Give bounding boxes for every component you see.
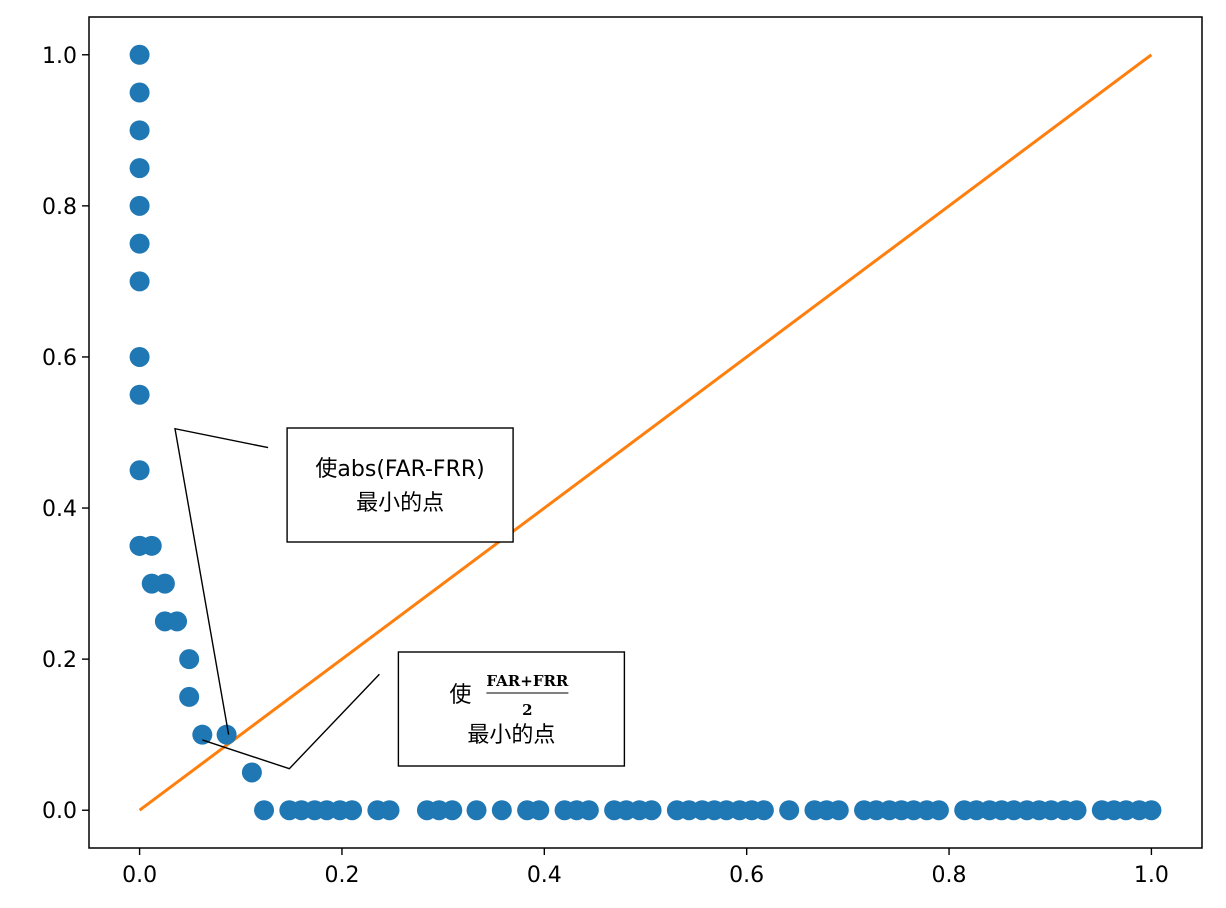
- x-axis: 0.0 0.2 0.4 0.6 0.8 1.0: [122, 848, 1169, 888]
- scatter-point: [192, 724, 213, 745]
- y-tick-label: 0.2: [42, 648, 77, 673]
- plot-frame: [88, 16, 1203, 849]
- annotation-abs-arrow: [174, 427, 269, 735]
- annotation-abs: 使abs(FAR-FRR) 最小的点: [174, 427, 514, 735]
- y-tick-label: 0.0: [42, 799, 77, 824]
- x-tick-label: 0.6: [729, 863, 764, 888]
- scatter-point: [154, 573, 175, 594]
- x-tick-label: 0.0: [122, 863, 157, 888]
- scatter-point: [779, 800, 800, 821]
- scatter-point: [141, 535, 162, 556]
- x-tick-label: 0.8: [932, 863, 967, 888]
- scatter-point: [167, 611, 188, 632]
- annotation-mean-line-2: 最小的点: [467, 723, 555, 748]
- annotation-abs-line-2: 最小的点: [356, 491, 444, 516]
- annotation-mean-denominator: 2: [522, 701, 532, 719]
- scatter-point: [129, 44, 150, 65]
- scatter-point: [179, 649, 200, 670]
- scatter-point: [129, 158, 150, 179]
- annotations: 使abs(FAR-FRR) 最小的点 使 FAR+FRR 2 最小的点: [174, 427, 626, 770]
- annotation-mean-prefix: 使: [449, 683, 471, 708]
- scatter-point: [129, 384, 150, 405]
- annotation-mean: 使 FAR+FRR 2 最小的点: [202, 651, 626, 770]
- diagonal-line: [138, 53, 1153, 812]
- scatter-point: [254, 800, 275, 821]
- annotation-abs-line-1: 使abs(FAR-FRR): [315, 457, 484, 482]
- annotation-mean-box: [397, 651, 626, 767]
- scatter-point: [241, 762, 262, 783]
- scatter-point: [179, 686, 200, 707]
- scatter-point: [216, 724, 237, 745]
- plot-area: [129, 44, 1162, 821]
- scatter-point: [928, 800, 949, 821]
- scatter-point: [641, 800, 662, 821]
- scatter-point: [529, 800, 550, 821]
- annotation-mean-arrow: [202, 673, 380, 770]
- scatter-point: [129, 82, 150, 103]
- scatter-point: [1066, 800, 1087, 821]
- scatter-point: [342, 800, 363, 821]
- scatter-point: [828, 800, 849, 821]
- x-tick-label: 1.0: [1134, 863, 1169, 888]
- annotation-abs-box: [286, 427, 514, 543]
- scatter-point: [578, 800, 599, 821]
- x-tick-label: 0.2: [324, 863, 359, 888]
- scatter-point: [379, 800, 400, 821]
- y-tick-label: 1.0: [42, 44, 77, 69]
- y-tick-label: 0.6: [42, 346, 77, 371]
- y-tick-label: 0.4: [42, 497, 77, 522]
- scatter-point: [129, 271, 150, 292]
- scatter-point: [442, 800, 463, 821]
- y-tick-label: 0.8: [42, 195, 77, 220]
- scatter-point: [753, 800, 774, 821]
- scatter-point: [129, 346, 150, 367]
- scatter-point: [129, 460, 150, 481]
- scatter-point: [129, 120, 150, 141]
- scatter-point: [491, 800, 512, 821]
- scatter-point: [466, 800, 487, 821]
- scatter-point: [1141, 800, 1162, 821]
- annotation-mean-numerator: FAR+FRR: [486, 672, 569, 690]
- scatter-point: [129, 233, 150, 254]
- scatter-point: [129, 195, 150, 216]
- x-tick-label: 0.4: [527, 863, 562, 888]
- y-axis: 0.0 0.2 0.4 0.6 0.8 1.0: [42, 44, 89, 824]
